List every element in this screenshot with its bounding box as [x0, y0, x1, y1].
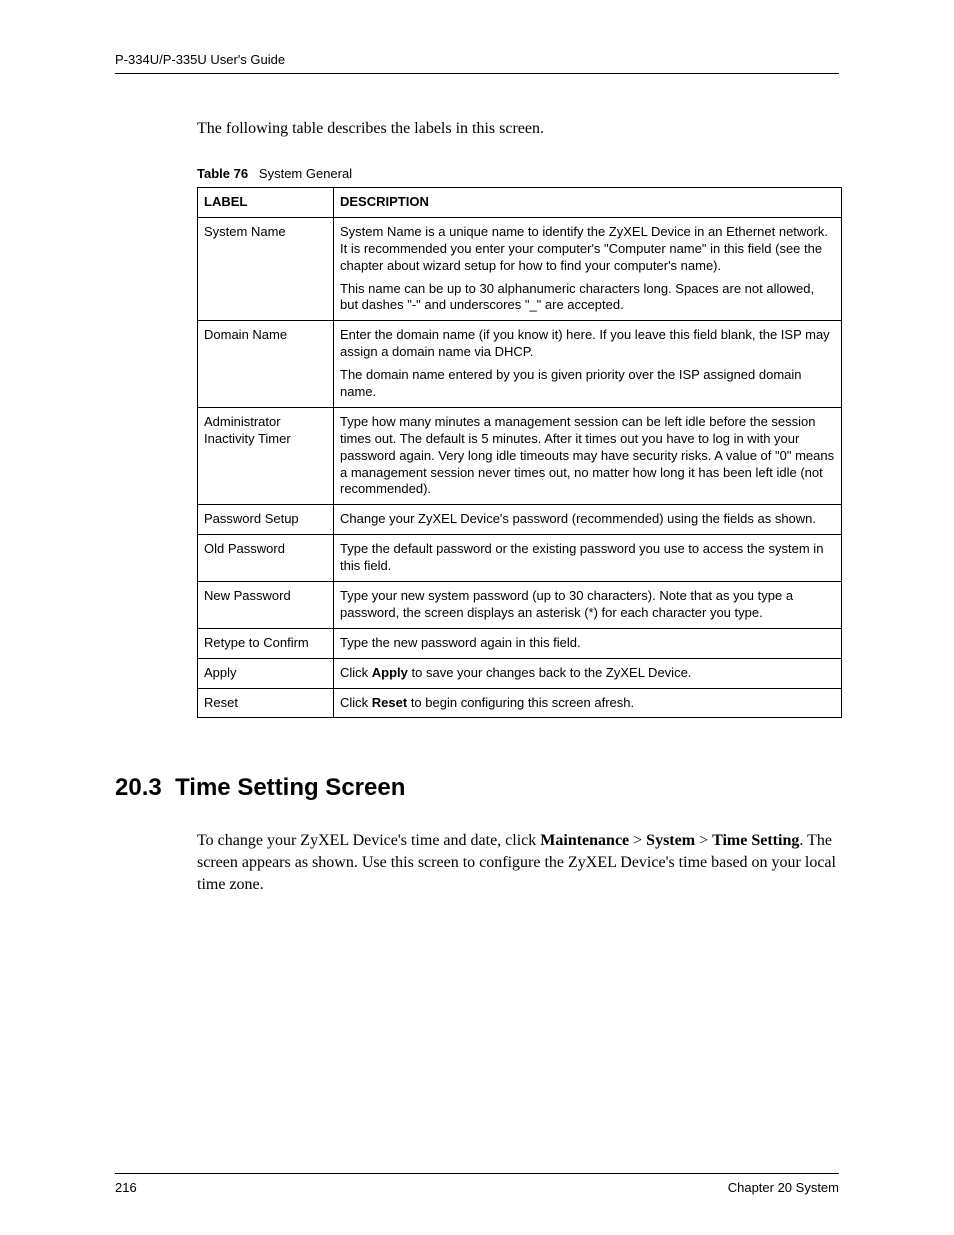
row-description: Type your new system password (up to 30 … — [334, 582, 842, 629]
row-description: Type the default password or the existin… — [334, 535, 842, 582]
chapter-label: Chapter 20 System — [728, 1180, 839, 1195]
page-number: 216 — [115, 1180, 137, 1195]
table-title: System General — [259, 166, 352, 181]
page-footer: 216 Chapter 20 System — [115, 1173, 839, 1195]
row-description: Enter the domain name (if you know it) h… — [334, 321, 842, 408]
row-label: New Password — [198, 582, 334, 629]
row-description: Click Apply to save your changes back to… — [334, 658, 842, 688]
row-description: System Name is a unique name to identify… — [334, 217, 842, 320]
table-row: Old Password Type the default password o… — [198, 535, 842, 582]
row-label: Administrator Inactivity Timer — [198, 407, 334, 504]
table-row: Apply Click Apply to save your changes b… — [198, 658, 842, 688]
row-label: Retype to Confirm — [198, 628, 334, 658]
body-paragraph: To change your ZyXEL Device's time and d… — [197, 830, 837, 895]
table-row: Reset Click Reset to begin configuring t… — [198, 688, 842, 718]
row-label: System Name — [198, 217, 334, 320]
system-general-table: LABEL DESCRIPTION System Name System Nam… — [197, 187, 842, 718]
section-title: Time Setting Screen — [175, 774, 405, 801]
row-label: Old Password — [198, 535, 334, 582]
section-number: 20.3 — [115, 774, 162, 801]
page-header: P-334U/P-335U User's Guide — [115, 52, 839, 74]
table-caption: Table 76 System General — [197, 166, 839, 181]
row-description: Click Reset to begin configuring this sc… — [334, 688, 842, 718]
table-col-description: DESCRIPTION — [334, 188, 842, 218]
table-header-row: LABEL DESCRIPTION — [198, 188, 842, 218]
table-col-label: LABEL — [198, 188, 334, 218]
intro-paragraph: The following table describes the labels… — [197, 120, 839, 138]
row-label: Apply — [198, 658, 334, 688]
table-row: New Password Type your new system passwo… — [198, 582, 842, 629]
table-row: Domain Name Enter the domain name (if yo… — [198, 321, 842, 408]
section-heading: 20.3 Time Setting Screen — [115, 774, 839, 802]
row-description: Change your ZyXEL Device's password (rec… — [334, 505, 842, 535]
table-row: Password Setup Change your ZyXEL Device'… — [198, 505, 842, 535]
table-row: Retype to Confirm Type the new password … — [198, 628, 842, 658]
table-row: System Name System Name is a unique name… — [198, 217, 842, 320]
table-row: Administrator Inactivity Timer Type how … — [198, 407, 842, 504]
guide-title: P-334U/P-335U User's Guide — [115, 52, 285, 67]
row-description: Type how many minutes a management sessi… — [334, 407, 842, 504]
row-description: Type the new password again in this fiel… — [334, 628, 842, 658]
row-label: Password Setup — [198, 505, 334, 535]
row-label: Reset — [198, 688, 334, 718]
table-number: Table 76 — [197, 166, 248, 181]
row-label: Domain Name — [198, 321, 334, 408]
